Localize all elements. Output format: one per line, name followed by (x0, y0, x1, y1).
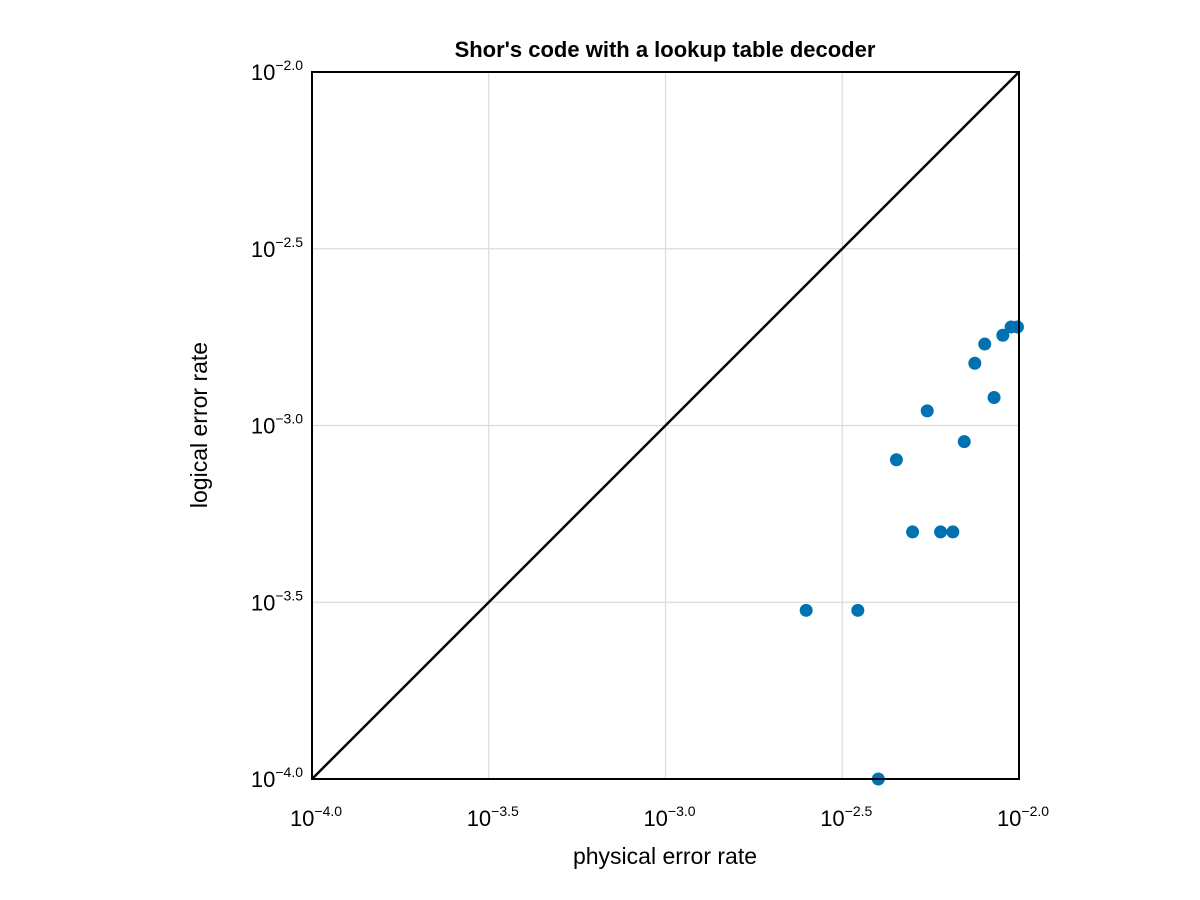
x-tick-label: 10−4.0 (290, 803, 342, 831)
data-point (799, 603, 813, 617)
data-point (906, 525, 920, 539)
y-axis-label: logical error rate (186, 342, 212, 508)
x-tick-label: 10−3.5 (467, 803, 519, 831)
data-point (1010, 320, 1024, 334)
x-tick-labels: 10−4.0 10−3.5 10−3.0 10−2.5 10−2.0 (290, 803, 1049, 831)
chart-title: Shor's code with a lookup table decoder (455, 37, 876, 62)
x-tick-label: 10−2.0 (997, 803, 1049, 831)
x-axis-label: physical error rate (573, 843, 757, 869)
y-tick-label: 10−2.0 (251, 57, 303, 85)
data-point (957, 435, 971, 449)
data-point (889, 453, 903, 467)
plot-frame (311, 71, 1020, 780)
y-tick-label: 10−2.5 (251, 234, 303, 262)
reference-line-y-equals-x (311, 71, 1020, 780)
data-point (996, 328, 1010, 342)
data-point (851, 603, 865, 617)
y-tick-label: 10−3.5 (251, 587, 303, 615)
data-point (920, 404, 934, 418)
x-tick-label: 10−2.5 (820, 803, 872, 831)
data-point (978, 337, 992, 351)
data-point (934, 525, 948, 539)
y-tick-label: 10−3.0 (251, 411, 303, 439)
data-point (987, 391, 1001, 405)
x-tick-label: 10−3.0 (643, 803, 695, 831)
data-point (968, 356, 982, 370)
data-point (946, 525, 960, 539)
grid (311, 71, 1020, 780)
data-points (799, 320, 1024, 786)
y-tick-label: 10−4.0 (251, 764, 303, 792)
y-tick-labels: 10−4.0 10−3.5 10−3.0 10−2.5 10−2.0 (251, 57, 303, 792)
